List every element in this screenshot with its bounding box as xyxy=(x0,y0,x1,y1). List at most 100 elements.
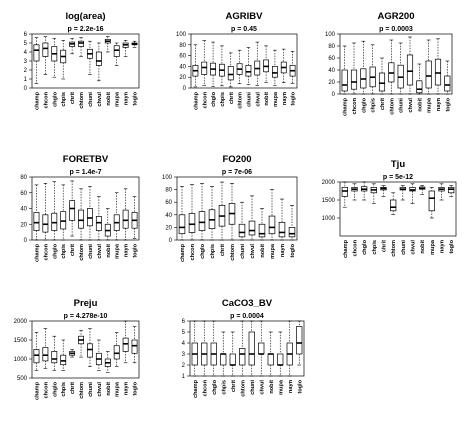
y-tick-label: 20 xyxy=(20,222,27,228)
x-tick-label: chpis xyxy=(61,244,67,259)
box-chglo xyxy=(210,41,216,87)
box-chuni xyxy=(238,201,246,241)
x-tick-label: nayn xyxy=(124,91,130,105)
box-chuni xyxy=(245,47,252,86)
box-chrit xyxy=(69,180,76,237)
p-value-label: p = 2.2e-16 xyxy=(68,26,104,33)
x-tick-label: chtom xyxy=(79,92,85,109)
x-tick-label: mupa xyxy=(278,379,284,395)
x-tick-label: chpis xyxy=(61,92,67,107)
box-nobit xyxy=(258,208,266,241)
panel-title: FORETBV xyxy=(63,154,109,165)
box-chpis xyxy=(219,45,225,87)
y-tick-label: 6 xyxy=(24,32,28,38)
x-tick-label: chcon xyxy=(43,91,49,108)
box-body xyxy=(378,72,386,92)
box-body xyxy=(33,212,40,231)
x-tick-label: champ xyxy=(34,91,40,110)
box-toglo xyxy=(131,326,138,364)
x-tick-label: nayn xyxy=(124,381,130,395)
panel-title: CaCO3_BV xyxy=(222,298,273,309)
x-tick-label: chglo xyxy=(52,91,58,106)
box-chtom xyxy=(78,330,84,358)
p-value-label: p = 0.0004 xyxy=(230,313,264,320)
box-chpis xyxy=(208,186,216,241)
box-chpis xyxy=(369,44,376,95)
box-chglo xyxy=(51,181,58,241)
x-tick-label: chcon xyxy=(352,97,358,114)
box-mupa xyxy=(425,39,432,95)
panel-fo200: FO200 p = 7e-06 0 20 40 60 80 100 champ chcon chgl… xyxy=(162,154,298,262)
panel-title: Preju xyxy=(74,298,98,309)
p-value-label: p = 0.45 xyxy=(231,26,257,33)
plot-frame xyxy=(31,33,140,89)
box-chcon xyxy=(42,183,49,241)
x-tick-label: chtom xyxy=(240,380,246,397)
x-tick-label: chvul xyxy=(259,380,265,395)
x-tick-label: nayn xyxy=(280,243,286,257)
box-body xyxy=(341,187,348,197)
box-chrit xyxy=(229,331,236,377)
x-tick-label: nayn xyxy=(282,91,288,105)
x-tick-label: chrit xyxy=(231,380,237,392)
y-tick-label: 20 xyxy=(179,75,186,81)
x-tick-label: nobit xyxy=(420,240,426,254)
box-body xyxy=(288,227,296,238)
y-tick-label: 60 xyxy=(328,56,335,62)
box-chcon xyxy=(201,40,208,86)
p-value-label: p = 1.4e-7 xyxy=(69,169,101,176)
box-nayn xyxy=(122,320,129,364)
box-champ xyxy=(191,320,198,377)
box-nobit xyxy=(267,331,274,377)
x-tick-label: chvul xyxy=(250,244,256,259)
box-champ xyxy=(192,44,199,88)
box-body xyxy=(220,353,227,366)
box-chpis xyxy=(60,184,67,241)
box-chglo xyxy=(198,183,206,241)
x-tick-label: chglo xyxy=(212,379,218,394)
x-tick-label: mupa xyxy=(427,97,433,113)
box-nayn xyxy=(434,38,442,95)
x-tick-label: mupa xyxy=(430,239,436,255)
y-tick-label: 5 xyxy=(24,41,28,47)
x-tick-label: chglo xyxy=(361,97,367,112)
y-tick-label: 0 xyxy=(169,238,173,244)
x-tick-label: chpis xyxy=(372,240,378,255)
box-chglo xyxy=(210,320,217,377)
x-tick-label: nayn xyxy=(436,97,442,111)
box-chuni xyxy=(87,328,93,367)
box-body xyxy=(272,66,278,78)
box-body xyxy=(201,61,208,75)
box-body xyxy=(390,199,397,212)
x-tick-label: chvul xyxy=(411,240,417,255)
box-toglo xyxy=(296,320,303,366)
box-chcon xyxy=(42,328,49,369)
box-mupa xyxy=(113,332,120,367)
box-chtom xyxy=(388,39,395,95)
box-nobit xyxy=(104,351,111,373)
x-tick-label: mupa xyxy=(115,381,121,397)
box-body xyxy=(238,223,246,238)
box-body xyxy=(178,214,186,235)
box-body xyxy=(78,209,84,229)
x-tick-label: mupa xyxy=(115,91,121,107)
box-nobit xyxy=(416,63,423,95)
box-mupa xyxy=(268,189,276,241)
x-tick-label: chuni xyxy=(401,240,407,255)
box-chtom xyxy=(236,49,243,84)
box-chpis xyxy=(370,183,377,204)
x-tick-label: chpis xyxy=(221,380,227,395)
box-body xyxy=(245,64,252,77)
box-body xyxy=(406,54,414,86)
x-tick-label: toglo xyxy=(133,91,139,105)
x-tick-label: nobit xyxy=(417,98,423,112)
y-tick-label: 4 xyxy=(182,341,186,347)
x-tick-label: chrit xyxy=(70,92,76,104)
box-chglo xyxy=(51,335,58,371)
box-body xyxy=(448,187,455,194)
x-tick-label: chuni xyxy=(88,92,94,107)
box-mupa xyxy=(113,192,120,241)
